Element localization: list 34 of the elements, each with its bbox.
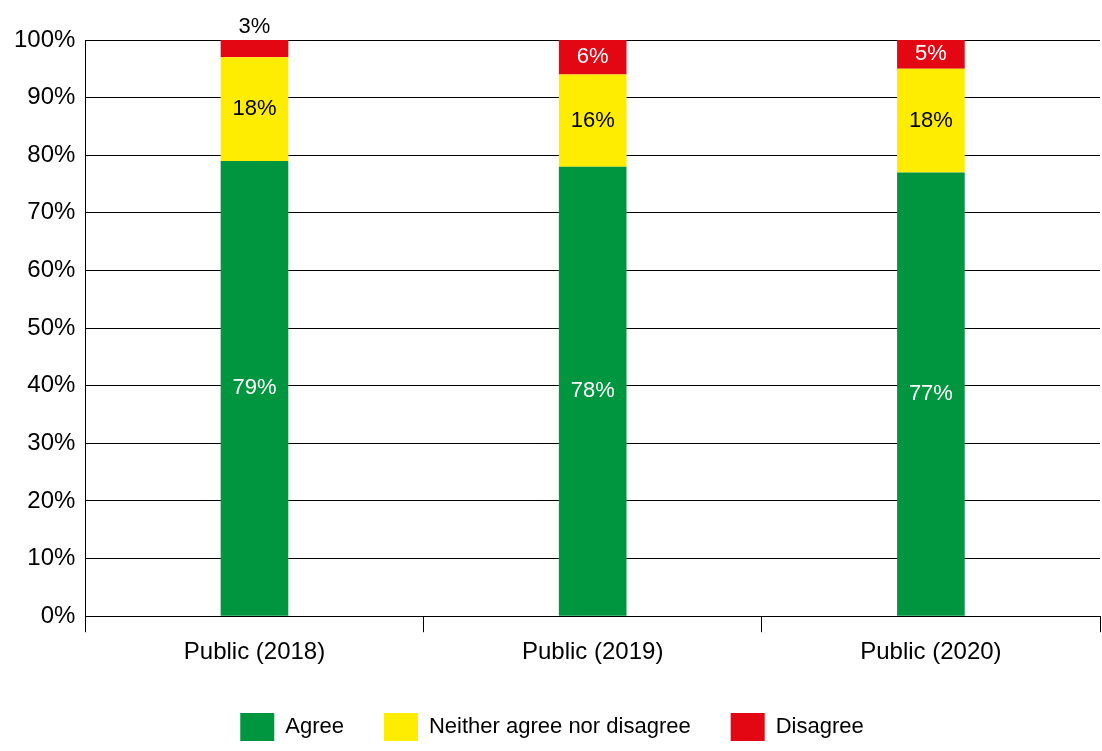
x-tick-label: Public (2018) — [183, 637, 326, 665]
bar — [558, 40, 627, 75]
bar — [220, 40, 289, 58]
x-tick-label: Public (2020) — [860, 637, 1002, 665]
data-label: 6% — [576, 43, 609, 69]
y-tick-label: 90% — [27, 82, 76, 110]
data-label: 78% — [570, 377, 615, 403]
y-tick-label: 40% — [27, 370, 76, 398]
legend-label: Disagree — [775, 713, 864, 739]
y-tick-label: 20% — [27, 485, 76, 513]
bar — [220, 57, 289, 161]
y-tick-label: 70% — [27, 197, 76, 225]
data-label: 77% — [908, 380, 953, 406]
data-label: 18% — [908, 106, 953, 132]
legend-label: Agree — [285, 713, 344, 739]
data-label: 18% — [232, 95, 277, 121]
bar — [897, 172, 965, 616]
y-tick-label: 80% — [27, 139, 76, 167]
data-label: 5% — [915, 40, 947, 66]
bar — [897, 68, 965, 173]
x-tick-label: Public (2019) — [521, 637, 664, 665]
bar — [220, 161, 289, 616]
y-tick-label: 10% — [27, 543, 76, 571]
y-tick-label: 100% — [13, 24, 76, 52]
y-tick-label: 30% — [27, 427, 76, 455]
y-tick-label: 0% — [40, 600, 76, 628]
y-tick-label: 50% — [27, 312, 76, 340]
bar — [558, 166, 627, 616]
data-label: 16% — [570, 106, 615, 132]
data-label: 79% — [232, 374, 277, 400]
legend-label: Neither agree nor disagree — [428, 713, 691, 739]
bar — [558, 74, 627, 167]
data-label: 3% — [238, 13, 271, 39]
y-tick-label: 60% — [27, 255, 76, 283]
